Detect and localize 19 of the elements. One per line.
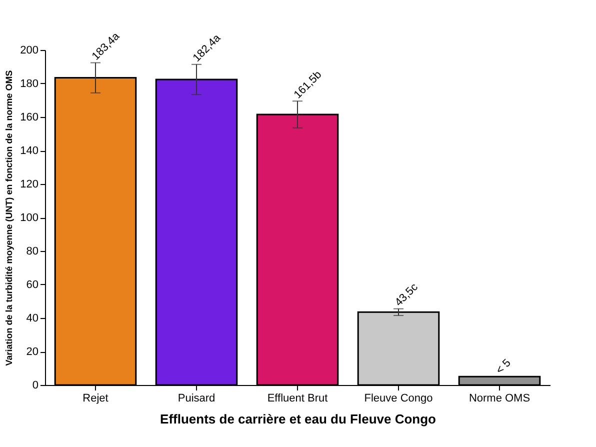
y-tick-label: 200: [20, 44, 38, 56]
y-tick-label: 160: [20, 112, 38, 124]
data-label: < 5: [494, 357, 514, 377]
y-axis-title: Variation de la turbidité moyenne (UNT) en fonction de la norme OMS: [4, 70, 14, 366]
x-tick-label: Norme OMS: [468, 392, 530, 404]
y-tick-label: 20: [26, 346, 38, 358]
y-tick-label: 80: [26, 246, 38, 258]
y-tick-label: 40: [26, 312, 38, 324]
x-tick-label: Fleuve Congo: [364, 392, 433, 404]
y-tick-label: 140: [20, 145, 38, 157]
x-tick-label: Rejet: [82, 392, 108, 404]
x-tick-label: Puisard: [178, 392, 216, 404]
y-tick-label: 180: [20, 78, 38, 90]
x-axis-title: Effluents de carrière et eau du Fleuve Congo: [160, 412, 436, 426]
y-tick-label: 120: [20, 178, 38, 190]
y-tick-label: 0: [32, 380, 38, 392]
x-tick-label: Effluent Brut: [267, 392, 328, 404]
y-tick-label: 60: [26, 279, 38, 291]
y-tick-label: 100: [20, 212, 38, 224]
